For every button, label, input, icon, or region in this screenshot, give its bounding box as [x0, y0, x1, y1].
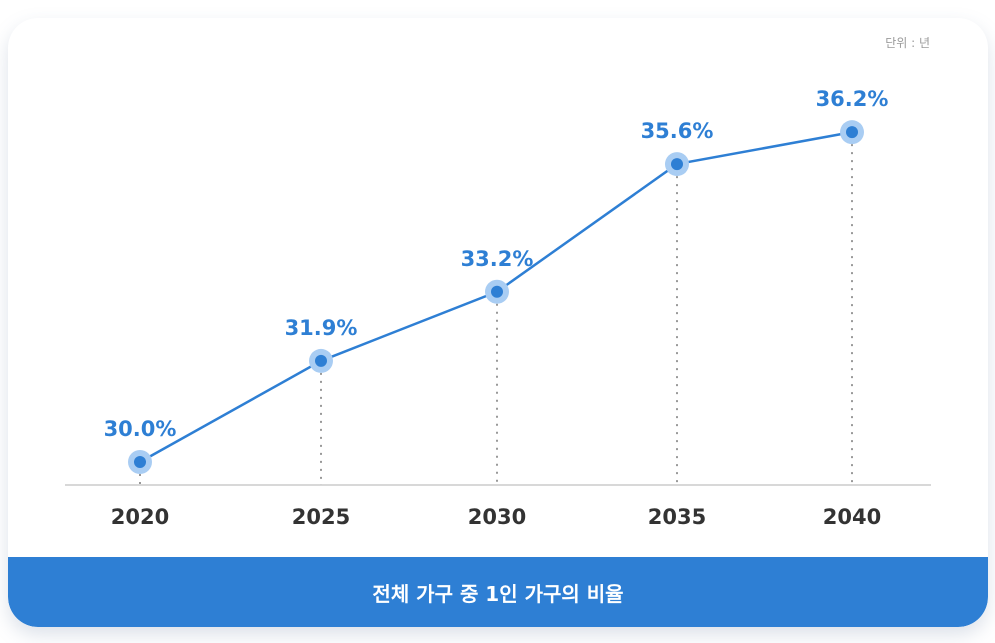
- data-label: 33.2%: [461, 247, 534, 271]
- chart-title: 전체 가구 중 1인 가구의 비율: [372, 581, 624, 606]
- x-tick-label: 2035: [648, 505, 706, 529]
- line-chart: 30.0% 2020 31.9% 2025 33.2% 2030 35.6% 2035 36.2…: [65, 87, 931, 529]
- x-tick-label: 2040: [823, 505, 881, 529]
- x-tick-label: 2030: [468, 505, 526, 529]
- data-label: 36.2%: [816, 87, 889, 111]
- data-point: [671, 158, 683, 171]
- x-tick-label: 2025: [292, 505, 350, 529]
- chart-title-banner: 전체 가구 중 1인 가구의 비율: [8, 557, 988, 627]
- data-point: [491, 285, 503, 298]
- x-tick-label: 2020: [111, 505, 169, 529]
- data-point: [846, 126, 858, 139]
- unit-label: 단위 : 년: [885, 36, 930, 50]
- data-label: 35.6%: [641, 119, 714, 143]
- data-point: [315, 354, 327, 367]
- data-label: 31.9%: [285, 316, 358, 340]
- data-label: 30.0%: [104, 417, 177, 441]
- chart-card: 단위 : 년 30.0% 2020 31.9% 2025 33.2% 2030 35.6% 2…: [8, 18, 988, 627]
- data-point: [134, 456, 146, 468]
